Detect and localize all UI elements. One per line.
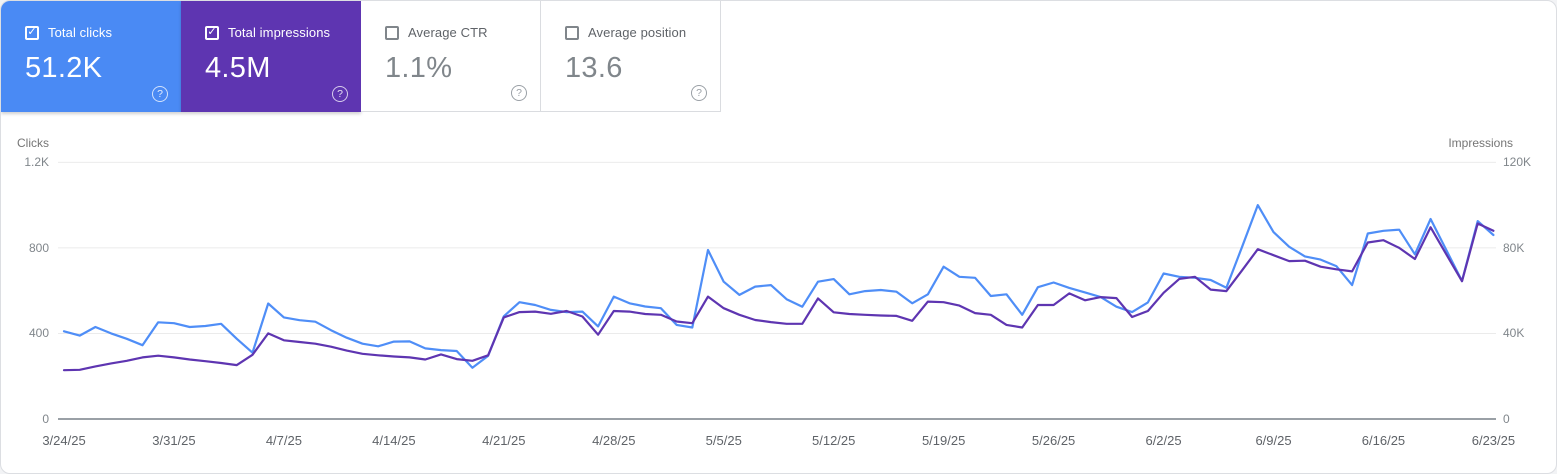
help-icon[interactable]: ? [152,86,168,102]
x-axis-label: 5/19/25 [921,433,966,448]
x-axis-label: 4/28/25 [592,433,636,448]
average-position-value: 13.6 [565,52,623,84]
y-left-tick: 800 [28,240,49,255]
metric-card-total-clicks[interactable]: ✓ Total clicks 51.2K ? [1,1,181,112]
y-axis-title-clicks: Clicks [17,136,49,150]
y-left-tick: 0 [42,412,49,426]
metric-card-average-position[interactable]: Average position 13.6 ? [541,1,721,112]
average-ctr-value: 1.1% [385,52,453,84]
x-axis-label: 4/7/25 [265,433,302,448]
x-axis-label: 6/9/25 [1255,433,1292,448]
checkbox-unchecked-icon[interactable] [565,25,579,40]
help-icon[interactable]: ? [691,85,707,101]
clicks-line[interactable] [62,204,1495,369]
impressions-line[interactable] [62,222,1495,372]
card-label: Average position [588,25,687,40]
help-icon[interactable]: ? [511,85,527,101]
card-label: Total impressions [228,25,331,40]
y-left-tick: 400 [28,326,49,341]
x-axis-label: 6/16/25 [1361,433,1406,448]
x-axis-label: 5/5/25 [705,433,742,448]
x-axis-label: 4/21/25 [482,433,526,448]
y-right-tick: 80K [1503,240,1525,255]
x-axis-label: 5/26/25 [1031,433,1076,448]
x-axis-label: 6/2/25 [1145,433,1182,448]
metric-cards-row: ✓ Total clicks 51.2K ? ✓ Total impressio… [1,1,721,112]
x-axis-label: 6/23/25 [1471,433,1516,448]
total-clicks-value: 51.2K [25,52,103,84]
x-axis-label: 3/24/25 [42,433,86,448]
total-impressions-value: 4.5M [205,52,271,84]
checkbox-unchecked-icon[interactable] [385,25,399,40]
y-right-tick: 40K [1503,326,1525,341]
x-axis-label: 4/14/25 [372,433,416,448]
x-axis-label: 3/31/25 [152,433,196,448]
card-label: Average CTR [408,25,488,40]
y-right-tick: 0 [1503,412,1510,426]
help-icon[interactable]: ? [332,86,348,102]
checkbox-checked-icon[interactable]: ✓ [25,25,39,40]
metric-card-total-impressions[interactable]: ✓ Total impressions 4.5M ? [181,1,361,112]
card-label: Total clicks [48,25,113,40]
metric-card-average-ctr[interactable]: Average CTR 1.1% ? [361,1,541,112]
y-axis-title-impressions: Impressions [1448,136,1513,150]
y-left-tick: 1.2K [24,155,49,170]
checkbox-checked-icon[interactable]: ✓ [205,25,219,40]
x-axis-label: 5/12/25 [812,433,856,448]
y-right-tick: 120K [1503,155,1532,170]
